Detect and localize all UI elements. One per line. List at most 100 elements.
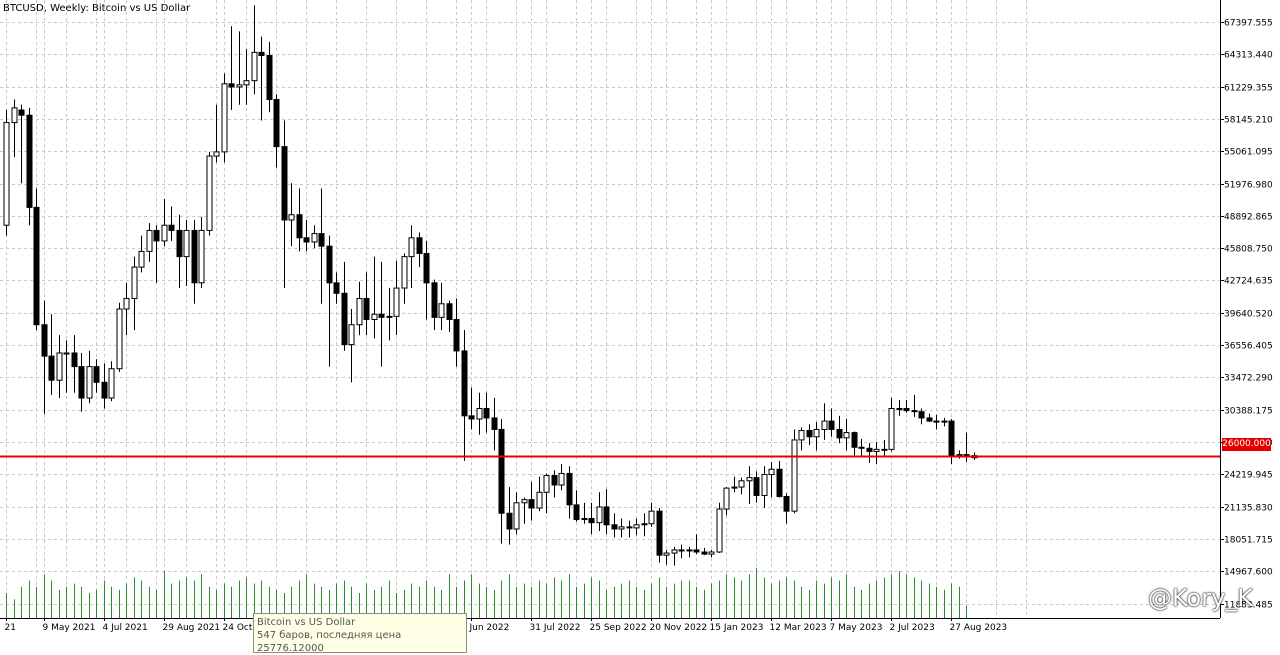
candle-body-up [558, 472, 565, 486]
candlestick-series [3, 5, 978, 566]
candle-body-up [108, 368, 115, 399]
candle-body-up [791, 439, 798, 512]
y-tick-label: 51976.980 [1224, 181, 1273, 191]
candle-body-up [521, 499, 528, 504]
candle-body-down [926, 417, 933, 422]
candle-body-up [56, 352, 63, 381]
candle-body-down [566, 472, 573, 506]
candle-body-up [408, 237, 415, 258]
tooltip-symbol-name: Bitcoin vs US Dollar [257, 617, 356, 628]
candle-body-down [866, 447, 873, 452]
x-tick-label: 7 May 2023 [830, 623, 883, 633]
candle-body-up [116, 308, 123, 370]
candle-body-down [266, 55, 273, 101]
candle-body-down [326, 245, 333, 284]
y-tick-label: 14967.600 [1224, 568, 1273, 578]
candle-body-up [881, 448, 888, 451]
symbol-tooltip: Bitcoin vs US Dollar 547 баров, последня… [253, 613, 467, 654]
y-tick-label: 39640.520 [1224, 310, 1273, 320]
candle-body-down [26, 114, 33, 208]
candle-body-down [806, 430, 813, 438]
candle-body-down [378, 313, 385, 318]
candle-body-up [243, 80, 250, 86]
candle-body-up [236, 84, 243, 88]
y-tick-label: 48892.865 [1224, 213, 1273, 223]
candle-body-down [903, 408, 910, 412]
candle-body-up [956, 454, 963, 457]
candle-body-down [333, 282, 340, 294]
price-chart[interactable]: 67397.555 64313.440 61229.355 58145.210 5506… [0, 0, 1280, 636]
candle-body-down [656, 510, 663, 556]
candle-body-up [3, 122, 10, 226]
candle-body-up [138, 250, 145, 268]
x-tick-label: 12 Mar 2023 [770, 623, 827, 633]
candle-body-down [551, 475, 558, 486]
candle-body-down [506, 512, 513, 530]
candle-body-down [258, 51, 265, 57]
candle-body-up [371, 313, 378, 320]
y-tick-label: 45808.750 [1224, 245, 1273, 255]
candle-body-up [648, 510, 655, 525]
candle-body-up [738, 480, 745, 488]
candle-body-up [641, 523, 648, 526]
candle-body-down [303, 237, 310, 243]
y-tick-label: 64313.440 [1224, 51, 1273, 61]
candle-body-up [11, 107, 18, 124]
candle-body-down [446, 303, 453, 320]
candle-body-down [228, 83, 235, 88]
candle-body-up [213, 151, 220, 157]
axes: 67397.555 64313.440 61229.355 58145.210 5506… [0, 0, 1273, 633]
candle-body-down [281, 146, 288, 221]
candle-body-up [221, 83, 228, 153]
candle-body-up [288, 214, 295, 221]
x-tick-label: 24 Oct 2021 [223, 623, 279, 633]
candle-body-down [693, 549, 700, 553]
candle-body-up [686, 549, 693, 552]
candle-body-up [843, 432, 850, 439]
candle-body-down [911, 410, 918, 413]
x-tick-label: 31 Jul 2022 [530, 623, 581, 633]
x-tick-label: 2 Jul 2023 [890, 623, 935, 633]
candle-body-down [461, 350, 468, 417]
candle-body-down [753, 477, 760, 496]
candle-body-up [386, 315, 393, 318]
candle-body-up [746, 477, 753, 482]
candle-body-down [603, 506, 610, 526]
candle-body-down [588, 517, 595, 524]
candle-body-down [93, 366, 100, 383]
candle-body-up [183, 229, 190, 258]
candle-body-down [498, 428, 505, 514]
y-tick-label: 42724.635 [1224, 277, 1273, 287]
watermark-text: @Kory_K [1148, 584, 1254, 612]
candle-body-down [611, 524, 618, 530]
candle-body-up [401, 256, 408, 289]
y-tick-label: 18051.715 [1224, 536, 1273, 546]
x-tick-label: 29 Aug 2021 [163, 623, 221, 633]
candle-body-up [131, 266, 138, 300]
candle-body-down [453, 318, 460, 352]
x-tick-label: 15 Jan 2023 [710, 623, 764, 633]
candle-body-up [768, 468, 775, 475]
candle-body-down [101, 381, 108, 399]
candle-body-down [191, 229, 198, 284]
candle-body-down [168, 224, 175, 231]
candle-body-up [888, 408, 895, 450]
y-tick-label: 30388.175 [1224, 407, 1273, 417]
volume-bars [6, 568, 967, 618]
candle-body-up [671, 549, 678, 554]
candle-body-down [296, 214, 303, 239]
candle-body-up [633, 524, 640, 529]
candle-body-down [273, 99, 280, 148]
candle-body-down [33, 206, 40, 326]
candle-body-down [416, 237, 423, 254]
candle-body-up [476, 408, 483, 420]
candle-body-up [618, 526, 625, 530]
candle-body-down [423, 252, 430, 284]
y-tick-label: 61229.355 [1224, 84, 1273, 94]
candle-body-down [963, 454, 970, 457]
candle-body-up [356, 298, 363, 326]
y-tick-label: 58145.210 [1224, 116, 1273, 126]
candle-body-up [798, 430, 805, 441]
y-tick-label: 21135.830 [1224, 504, 1273, 514]
candle-body-down [701, 551, 708, 555]
